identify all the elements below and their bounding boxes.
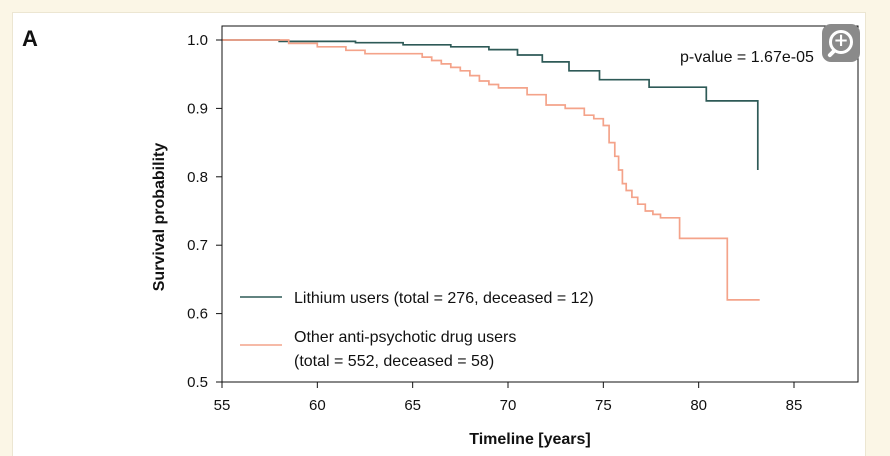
legend: Lithium users (total = 276, deceased = 1… (240, 290, 594, 370)
x-axis: 55 60 65 70 75 80 85 (214, 382, 803, 414)
y-tick-label: 0.7 (187, 237, 208, 254)
x-tick-label: 75 (595, 397, 612, 414)
x-tick-label: 85 (786, 397, 803, 414)
other-antipsychotic-survival-curve (222, 39, 760, 301)
y-tick-label: 0.8 (187, 169, 208, 186)
y-tick-label: 1.0 (187, 32, 208, 49)
plus-icon: + (833, 30, 849, 51)
panel-label: A (22, 26, 38, 51)
p-value-annotation: p-value = 1.67e-05 (680, 49, 814, 66)
zoom-in-button[interactable]: + (822, 24, 860, 62)
plot-frame (221, 25, 859, 383)
x-tick-label: 80 (690, 397, 707, 414)
x-axis-label: Timeline [years] (469, 431, 591, 448)
x-tick-label: 65 (404, 397, 421, 414)
legend-label-lithium: Lithium users (total = 276, deceased = 1… (294, 290, 594, 307)
y-axis-label: Survival probability (151, 143, 168, 292)
curves (222, 39, 760, 301)
legend-label-line: (total = 552, deceased = 58) (294, 353, 494, 370)
x-tick-label: 70 (500, 397, 517, 414)
x-tick-label: 60 (309, 397, 326, 414)
y-tick-label: 0.5 (187, 374, 208, 391)
legend-label-line: Other anti-psychotic drug users (294, 329, 516, 346)
lithium-survival-curve (222, 39, 759, 170)
y-tick-label: 0.9 (187, 100, 208, 117)
legend-label-other: Other anti-psychotic drug users (total = … (294, 329, 516, 370)
magnifier-icon (829, 30, 853, 54)
y-axis: 0.5 0.6 0.7 0.8 0.9 1.0 (187, 32, 222, 391)
y-tick-label: 0.6 (187, 306, 208, 323)
x-tick-label: 55 (214, 397, 231, 414)
